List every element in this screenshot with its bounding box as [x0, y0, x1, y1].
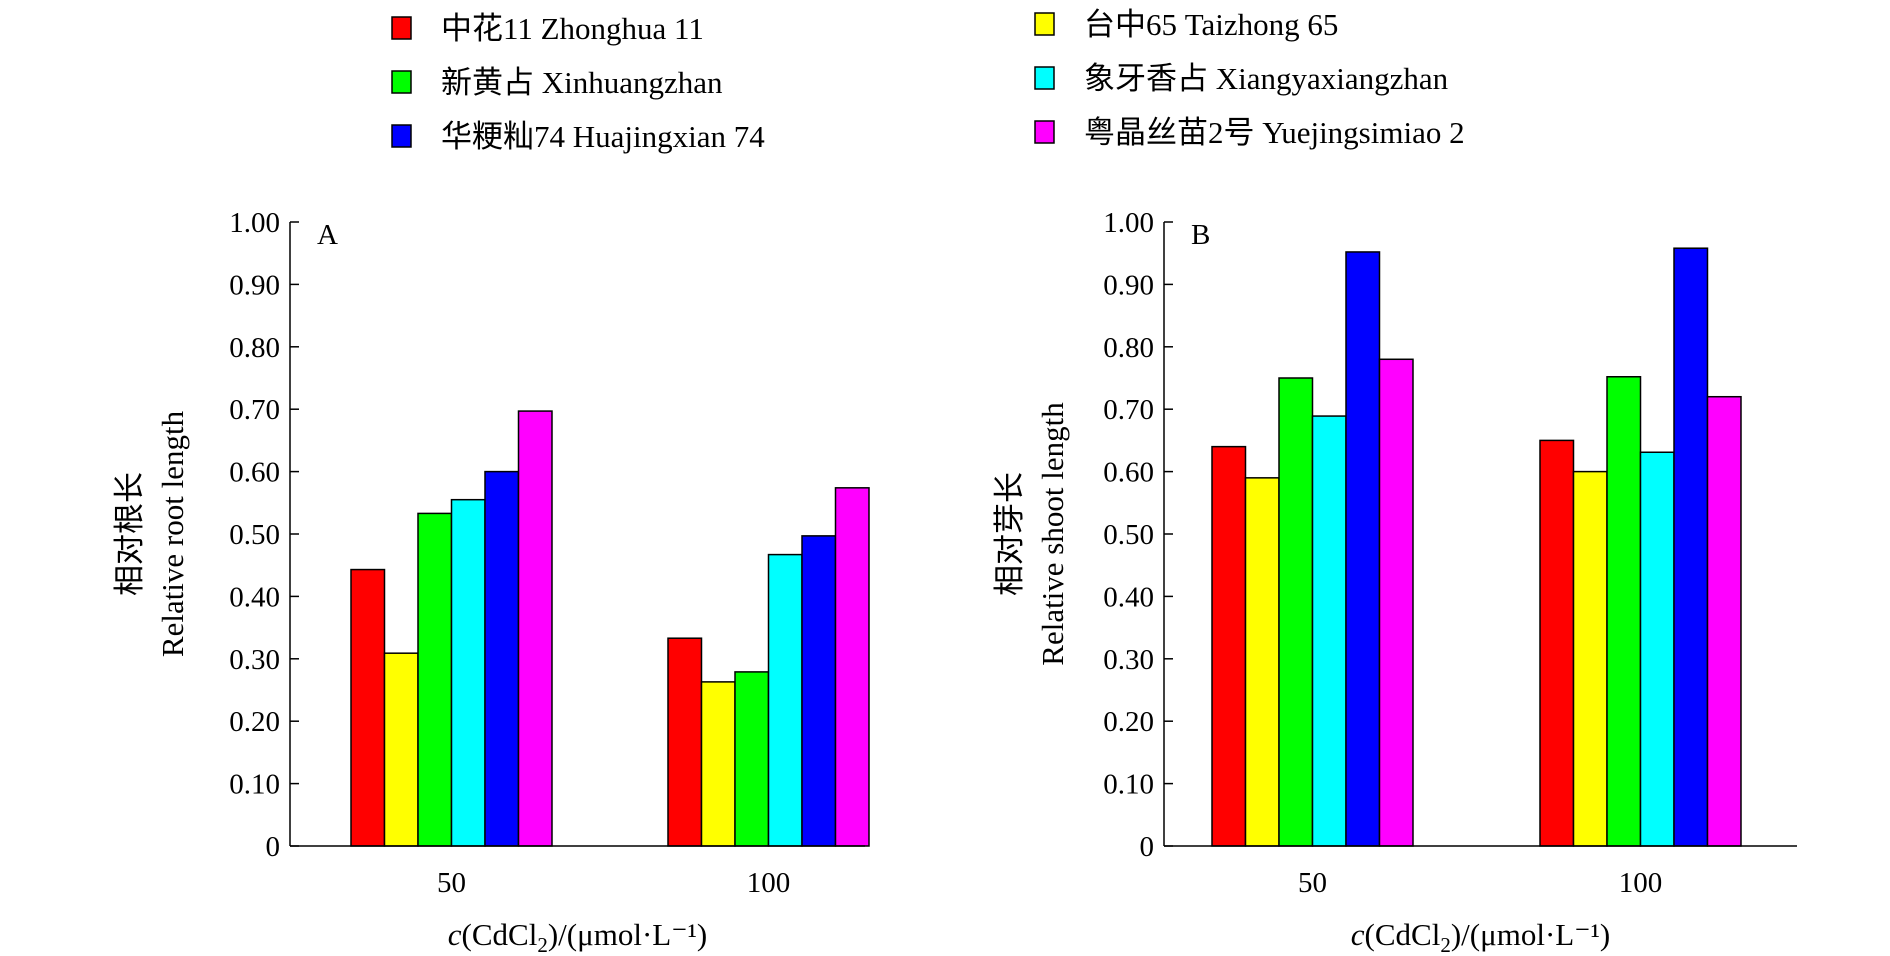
- y-axis-title-en: Relative root length: [155, 410, 190, 657]
- x-axis-title: c(CdCl2)/(μmol·L⁻¹): [1351, 917, 1610, 956]
- x-category-label: 100: [1619, 867, 1663, 899]
- legend-item: 象牙香占 Xiangyaxiangzhan: [1034, 61, 1449, 96]
- bar: [484, 470, 520, 847]
- y-tick-label: 0.10: [1103, 769, 1154, 801]
- bar: [767, 553, 803, 847]
- y-tick-label: 0: [1140, 831, 1155, 863]
- y-tick-label: 0.40: [1103, 581, 1154, 613]
- legend: 中花11 Zhonghua 11 台中65 Taizhong 65 新黄占 Xinh…: [391, 7, 1465, 154]
- bar: [417, 512, 453, 847]
- legend-swatch: [1034, 120, 1055, 144]
- legend-label: 台中65 Taizhong 65: [1084, 7, 1338, 42]
- y-tick-label: 0.90: [1103, 269, 1154, 301]
- legend-item: 新黄占 Xinhuangzhan: [391, 65, 723, 100]
- bar: [734, 671, 770, 847]
- x-category-label: 100: [747, 867, 791, 899]
- legend-label: 华粳籼74 Huajingxian 74: [441, 119, 765, 154]
- bar: [1706, 395, 1742, 847]
- panel-label: A: [317, 219, 338, 251]
- legend-label: 新黄占 Xinhuangzhan: [441, 65, 723, 100]
- y-tick-label: 0.80: [229, 332, 280, 364]
- y-tick-label: 1.00: [229, 207, 280, 239]
- y-tick-label: 0.50: [1103, 519, 1154, 551]
- y-tick-label: 0.20: [229, 706, 280, 738]
- legend-label: 象牙香占 Xiangyaxiangzhan: [1084, 61, 1449, 96]
- bar: [517, 410, 553, 847]
- y-tick-label: 0.50: [229, 519, 280, 551]
- bar: [834, 487, 870, 847]
- bar: [383, 652, 419, 847]
- bar: [1639, 451, 1675, 847]
- x-axis-title: c(CdCl2)/(μmol·L⁻¹): [448, 917, 707, 956]
- legend-item: 台中65 Taizhong 65: [1034, 7, 1338, 42]
- bar: [1539, 439, 1575, 847]
- y-tick-label: 0.30: [1103, 644, 1154, 676]
- panel-label: B: [1191, 219, 1210, 251]
- y-tick-label: 0.30: [229, 644, 280, 676]
- legend-label: 中花11 Zhonghua 11: [441, 11, 704, 46]
- legend-label: 粤晶丝苗2号 Yuejingsimiao 2: [1084, 115, 1465, 150]
- bar: [1211, 445, 1247, 847]
- bar: [667, 637, 703, 847]
- legend-item: 中花11 Zhonghua 11: [391, 11, 704, 46]
- bar: [1606, 376, 1642, 847]
- y-tick-label: 0: [266, 831, 281, 863]
- bar: [1378, 358, 1414, 847]
- panel-b-shoot-length: 0 0.10 0.20 0.30 0.40 0.50 0.60 0.70 0.80 0.90 1.0…: [992, 207, 1797, 956]
- y-tick-label: 0.20: [1103, 706, 1154, 738]
- x-category-label: 50: [437, 867, 466, 899]
- bar: [700, 681, 736, 847]
- y-tick-label: 1.00: [1103, 207, 1154, 239]
- bar: [1311, 415, 1347, 847]
- y-tick-label: 0.90: [229, 269, 280, 301]
- y-tick-label: 0.10: [229, 769, 280, 801]
- bar: [1572, 470, 1608, 847]
- bar: [1278, 377, 1314, 847]
- bar: [801, 535, 837, 847]
- y-axis-title-cn: 相对根长: [112, 472, 147, 596]
- panel-a-root-length: 0 0.10 0.20 0.30 0.40 0.50 0.60 0.70 0.80 0.90 1.0…: [112, 207, 870, 956]
- legend-swatch: [1034, 66, 1055, 90]
- y-axis-title-cn: 相对芽长: [992, 472, 1027, 596]
- y-tick-label: 0.70: [1103, 394, 1154, 426]
- bar: [1345, 251, 1381, 847]
- legend-swatch: [391, 124, 412, 148]
- bar: [350, 568, 386, 847]
- legend-item: 华粳籼74 Huajingxian 74: [391, 119, 765, 154]
- y-tick-label: 0.60: [1103, 457, 1154, 489]
- bar: [450, 498, 486, 847]
- legend-swatch: [391, 70, 412, 94]
- legend-swatch: [391, 16, 412, 40]
- legend-swatch: [1034, 12, 1055, 36]
- y-tick-label: 0.40: [229, 581, 280, 613]
- x-category-label: 50: [1298, 867, 1327, 899]
- y-axis-title-en: Relative shoot length: [1035, 402, 1070, 666]
- y-tick-label: 0.80: [1103, 332, 1154, 364]
- bar: [1673, 247, 1709, 847]
- y-tick-label: 0.60: [229, 457, 280, 489]
- legend-item: 粤晶丝苗2号 Yuejingsimiao 2: [1034, 115, 1465, 150]
- bar: [1244, 477, 1280, 847]
- y-tick-label: 0.70: [229, 394, 280, 426]
